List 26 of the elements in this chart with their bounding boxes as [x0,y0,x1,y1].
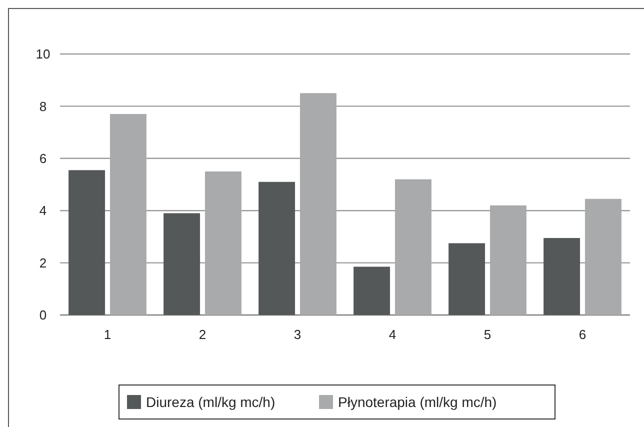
bar [164,213,200,315]
x-tick-label: 3 [294,327,302,342]
x-tick-label: 6 [578,327,586,342]
bar [354,266,390,315]
bar [258,182,296,315]
y-tick-label: 10 [36,46,50,62]
bar [544,238,580,315]
legend-label: Płynoterapia (ml/kg mc/h) [338,394,497,410]
x-tick-label: 1 [104,327,112,342]
x-tick-label: 2 [198,327,206,342]
x-tick-label: 5 [484,327,492,342]
bar [394,179,432,315]
y-tick-label: 6 [39,150,47,166]
bar [584,198,622,315]
bar [68,170,106,315]
x-tick-label: 4 [388,327,396,342]
bar [204,171,242,315]
legend-label: Diureza (ml/kg mc/h) [146,394,276,410]
y-tick-label: 4 [39,203,47,218]
bar [448,243,486,315]
bar [300,93,336,315]
bar [490,205,526,315]
y-tick-label: 2 [39,255,47,270]
bar [110,114,146,315]
y-tick-label: 8 [39,98,47,114]
y-tick-label: 0 [39,308,47,323]
